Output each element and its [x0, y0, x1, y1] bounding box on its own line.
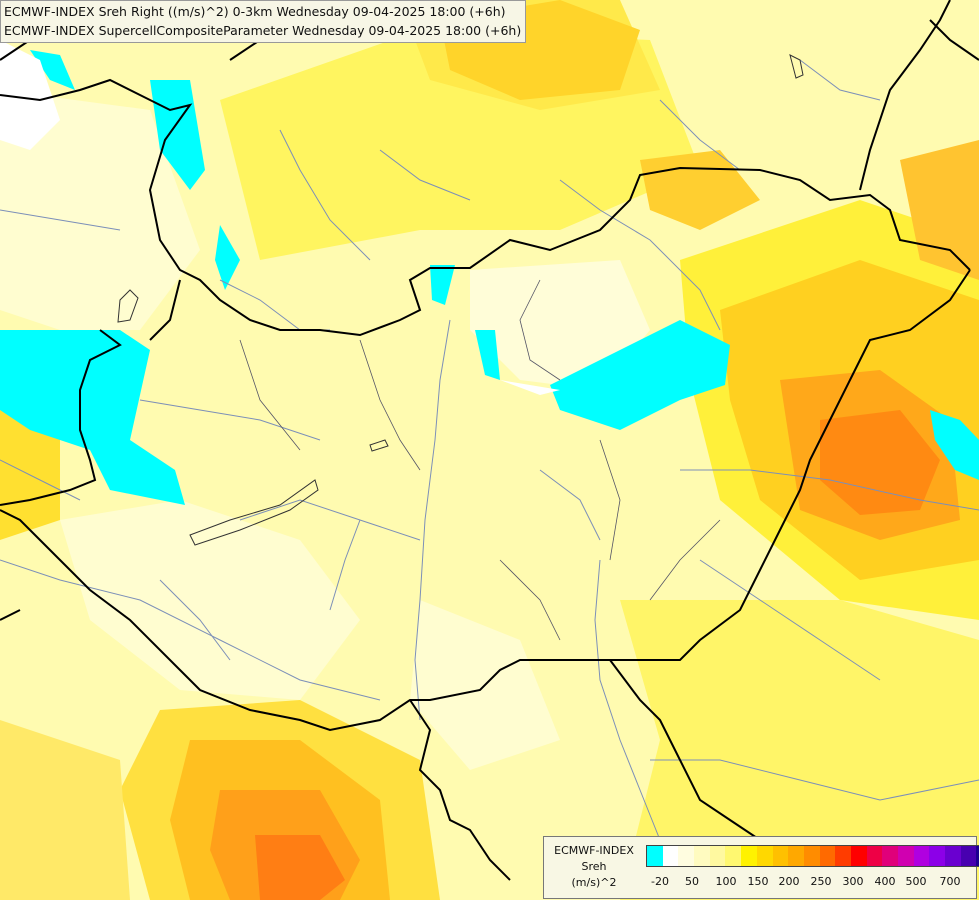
red-orange-core-southwest — [255, 835, 345, 900]
legend-label: 250 — [810, 875, 832, 888]
legend-swatch — [913, 846, 930, 866]
yellow-field-southwestedge — [0, 720, 130, 900]
legend-swatch — [882, 846, 898, 866]
legend-title-unit: (m/s)^2 — [571, 876, 617, 889]
legend-swatch — [866, 846, 883, 866]
cyan-area-center — [550, 320, 730, 430]
legend-swatch — [898, 846, 914, 866]
header-line-2: ECMWF-INDEX SupercellCompositeParameter … — [4, 23, 522, 38]
legend-label: 700 — [939, 875, 961, 888]
legend-label: 400 — [874, 875, 896, 888]
header-line-1: ECMWF-INDEX Sreh Right ((m/s)^2) 0-3km W… — [4, 4, 506, 19]
cyan-area-northleft — [30, 50, 75, 90]
admin-borders-layer — [239, 279, 721, 641]
legend-swatch — [756, 846, 773, 866]
legend-swatch — [725, 846, 742, 866]
cyan-area-centerleft — [475, 330, 500, 380]
legend-title-variable: Sreh — [581, 860, 607, 873]
cyan-area-west — [0, 330, 185, 505]
legend-swatch — [803, 846, 820, 866]
legend-label: 300 — [842, 875, 864, 888]
map-header: ECMWF-INDEX Sreh Right ((m/s)^2) 0-3km W… — [0, 0, 527, 43]
orange-field-northeast — [900, 140, 979, 280]
rivers-layer — [0, 59, 979, 841]
white-area-northwest — [0, 40, 60, 150]
legend-label: 500 — [905, 875, 927, 888]
legend-swatch — [694, 846, 710, 866]
legend-swatch — [647, 846, 663, 866]
legend-swatch — [662, 846, 679, 866]
legend-swatch — [850, 846, 867, 866]
legend-title: ECMWF-INDEX Sreh (m/s)^2 — [544, 843, 644, 891]
cyan-area-east — [930, 410, 979, 480]
color-legend: ECMWF-INDEX Sreh (m/s)^2 -20 50 100 150 200 2… — [543, 836, 979, 899]
legend-swatch — [819, 846, 836, 866]
legend-label: 200 — [778, 875, 800, 888]
lakes-layer — [117, 54, 804, 546]
legend-swatch — [945, 846, 961, 866]
legend-label: 50 — [685, 875, 699, 888]
legend-label: 100 — [715, 875, 737, 888]
white-area-center — [500, 380, 560, 395]
legend-swatch — [835, 846, 851, 866]
pale-field-southwest — [60, 500, 360, 700]
legend-swatch — [772, 846, 789, 866]
legend-swatches — [646, 845, 979, 867]
legend-title-source: ECMWF-INDEX — [554, 844, 634, 857]
legend-swatch — [960, 846, 977, 866]
red-orange-core-east — [820, 410, 940, 515]
yellow-field-southeast — [620, 600, 979, 900]
country-borders-layer — [0, 0, 979, 881]
legend-swatch — [976, 846, 979, 866]
legend-swatch — [709, 846, 726, 866]
pale-field-west — [0, 90, 200, 330]
legend-label: -20 — [651, 875, 669, 888]
legend-swatch — [788, 846, 804, 866]
cyan-area-westmid — [215, 225, 240, 290]
legend-swatch — [929, 846, 946, 866]
legend-label: 150 — [747, 875, 769, 888]
cyan-area-small — [430, 265, 455, 305]
legend-swatch — [741, 846, 757, 866]
legend-swatch — [678, 846, 695, 866]
